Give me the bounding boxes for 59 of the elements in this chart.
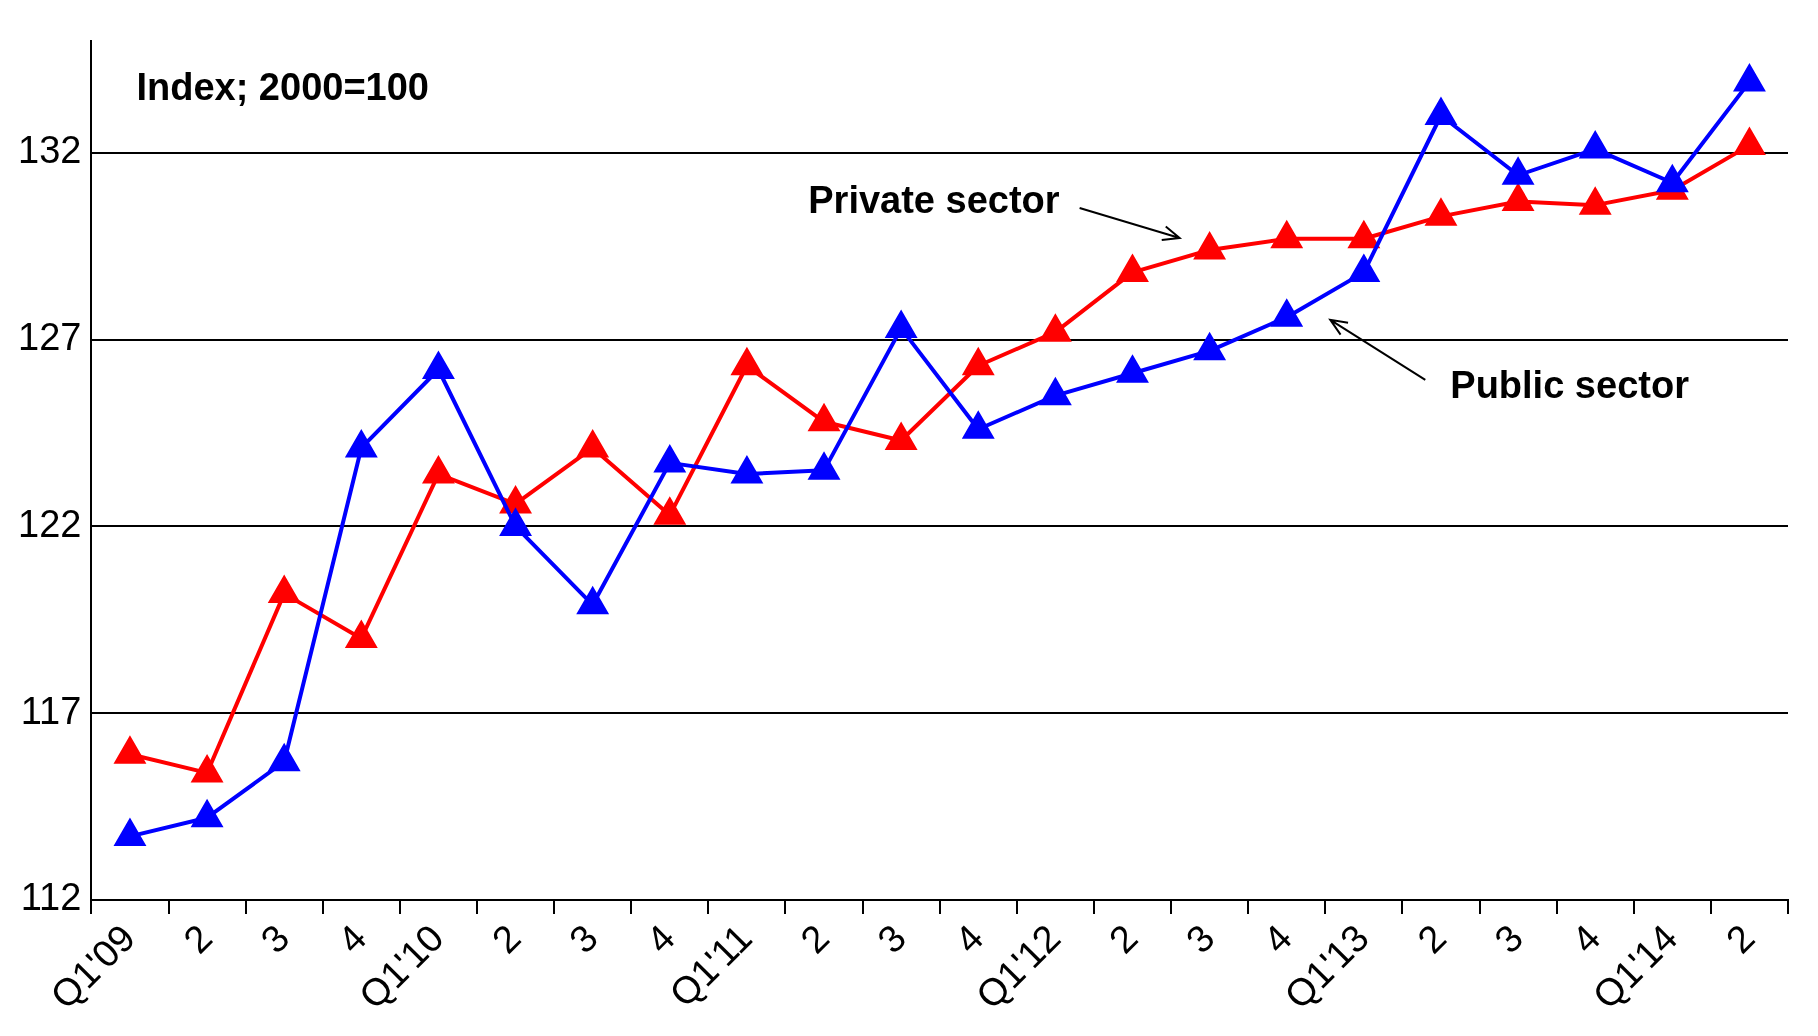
- point: [500, 509, 531, 536]
- x-tick-label: 2: [1717, 916, 1763, 962]
- point: [1734, 64, 1765, 92]
- point: [1270, 219, 1303, 249]
- x-tick-label: 3: [252, 916, 298, 962]
- annotation: Index; 2000=100: [136, 66, 429, 109]
- point: [1656, 163, 1689, 193]
- point: [192, 755, 223, 783]
- x-tick-label: 2: [1100, 916, 1146, 962]
- point: [1039, 376, 1072, 406]
- x-tick-label: 3: [1486, 916, 1532, 962]
- point: [654, 498, 685, 525]
- point: [576, 585, 609, 615]
- y-tick-label: 112: [20, 876, 82, 919]
- text: Public sector: [1450, 364, 1690, 407]
- point: [268, 742, 301, 772]
- point: [1503, 184, 1534, 211]
- point: [1117, 356, 1148, 383]
- point: [346, 430, 377, 458]
- y-tick-label: 117: [20, 689, 82, 732]
- point: [1194, 232, 1225, 260]
- point: [1193, 331, 1226, 361]
- x-tick-label: 2: [1409, 916, 1455, 962]
- point: [1348, 255, 1379, 282]
- x-tick-label: 3: [869, 916, 915, 962]
- y-tick-label: 132: [18, 129, 82, 172]
- point: [1271, 300, 1302, 327]
- point: [809, 453, 840, 480]
- point: [962, 346, 995, 376]
- text: Private sector: [808, 179, 1060, 222]
- point: [1425, 98, 1456, 125]
- point: [346, 621, 377, 648]
- x-tick-label: 2: [175, 916, 221, 962]
- x-tick-label: 2: [483, 916, 529, 962]
- point: [267, 574, 300, 604]
- point: [577, 430, 608, 458]
- y-tick-label: 122: [18, 502, 82, 545]
- point: [809, 404, 840, 432]
- x-tick-label: 3: [561, 916, 606, 962]
- point: [654, 445, 685, 473]
- x-tick-label: 2: [792, 916, 838, 962]
- point: [1040, 315, 1071, 342]
- point: [886, 311, 917, 338]
- point: [114, 737, 145, 764]
- x-tick-label: 4: [638, 916, 683, 962]
- point: [1580, 188, 1611, 215]
- point: [886, 423, 917, 450]
- y-tick-label: 127: [18, 316, 82, 359]
- point: [1503, 158, 1534, 185]
- x-tick-label: 3: [1178, 916, 1223, 962]
- point: [114, 819, 145, 846]
- point: [1580, 132, 1611, 159]
- point: [1734, 128, 1765, 155]
- point: [731, 457, 762, 484]
- point: [1425, 199, 1456, 226]
- point: [1117, 255, 1148, 282]
- point: [963, 412, 994, 439]
- point: [423, 352, 454, 379]
- point: [423, 457, 454, 484]
